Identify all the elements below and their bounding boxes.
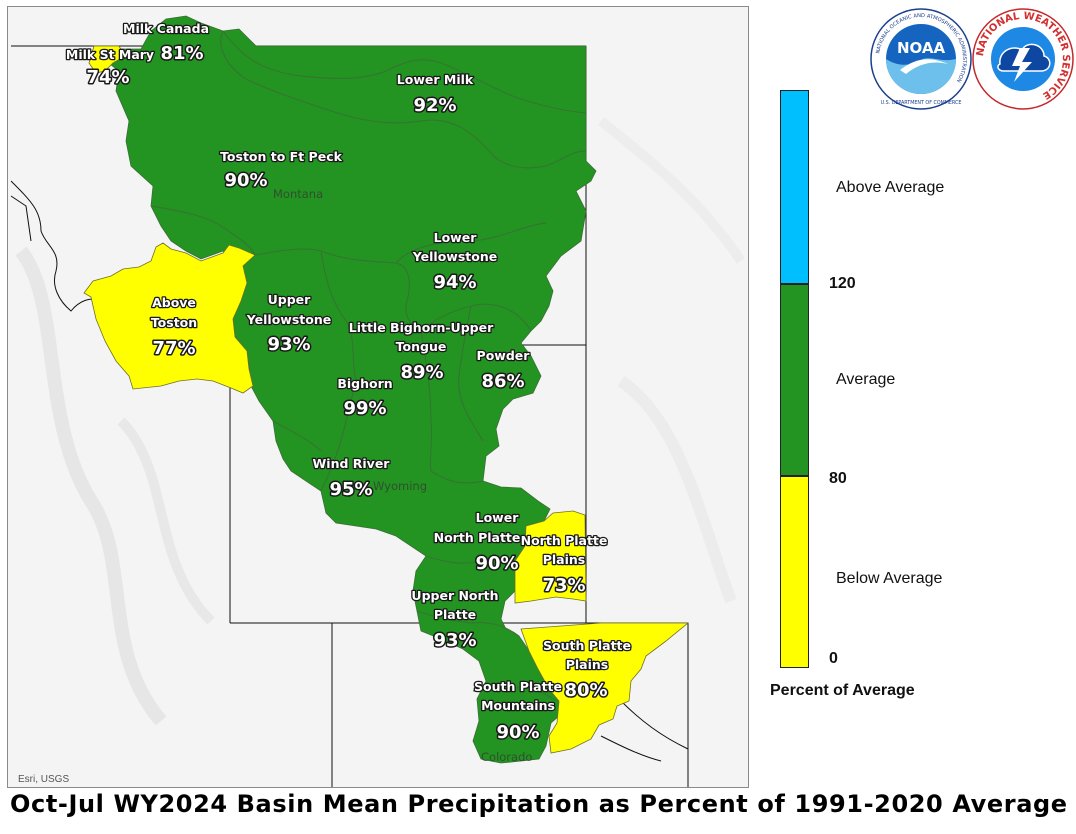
basin-name: Milk Canada	[123, 21, 209, 36]
basin-name-line2: Plains	[543, 552, 586, 567]
basin-percent: 93%	[267, 334, 310, 355]
map-frame[interactable]: Montana Wyoming Colorado Milk Canada 81%…	[7, 6, 749, 788]
basin-percent: 81%	[160, 43, 203, 64]
basin-name-line2: Toston	[151, 315, 197, 330]
label-toston-ft-peck: Toston to Ft Peck 90%	[219, 148, 344, 193]
label-south-platte-plains: South Platte Plains 80%	[542, 637, 633, 703]
basin-percent: 90%	[496, 722, 539, 743]
label-lower-north-platte: Lower North Platte 90%	[432, 509, 521, 576]
basin-percent: 95%	[329, 479, 372, 500]
label-wind-river: Wind River 95%	[311, 455, 391, 502]
basin-name: Upper	[268, 292, 312, 307]
page-title: Oct-Jul WY2024 Basin Mean Precipitation …	[10, 790, 1068, 818]
basin-name: Above	[152, 295, 196, 310]
basin-labels: Milk Canada 81% Milk St Mary 74% Lower M…	[65, 20, 633, 745]
basin-name-line2: Plains	[566, 657, 609, 672]
basin-name: Little Bighorn-Upper	[349, 320, 494, 335]
label-milk-canada: Milk Canada 81%	[122, 20, 211, 66]
basin-percent: 77%	[152, 338, 195, 359]
basin-name-line2: North Platte	[434, 530, 521, 545]
legend-swatch-below	[780, 476, 809, 668]
basin-percent: 89%	[400, 362, 443, 383]
basin-name: Lower	[476, 510, 520, 525]
basin-name: Lower	[434, 230, 478, 245]
basin-percent: 99%	[343, 398, 386, 419]
basin-percent: 92%	[413, 95, 456, 116]
label-bighorn: Bighorn 99%	[336, 375, 394, 421]
basin-polygons[interactable]	[83, 15, 690, 764]
colorado-kansas-line	[620, 700, 689, 750]
basin-name: Lower Milk	[397, 72, 474, 87]
state-label-wyoming: Wyoming	[373, 479, 427, 493]
legend-label-above: Above Average	[836, 179, 945, 196]
legend-tick-120: 120	[829, 275, 856, 292]
basin-name: Milk St Mary	[66, 47, 154, 62]
basin-percent: 73%	[542, 575, 585, 596]
basin-percent: 90%	[475, 553, 518, 574]
basin-north-platte-plains	[514, 510, 587, 604]
label-little-bighorn: Little Bighorn-Upper Tongue 89%	[347, 319, 495, 385]
basin-percent: 90%	[224, 170, 267, 191]
basin-percent: 94%	[433, 272, 476, 293]
basin-name-line2: Platte	[434, 607, 476, 622]
basin-name-line2: Yellowstone	[412, 249, 497, 264]
basin-name: South Platte	[543, 638, 631, 653]
label-north-platte-plains: North Platte Plains 73%	[519, 532, 608, 598]
colorado-river-line	[600, 735, 662, 762]
state-label-montana: Montana	[273, 187, 323, 201]
basin-percent: 93%	[433, 630, 476, 651]
basin-name-line2: Mountains	[481, 698, 555, 713]
terrain-shading	[15, 117, 746, 726]
basin-percent: 80%	[564, 680, 607, 701]
basin-name: Wind River	[313, 456, 391, 471]
label-lower-milk: Lower Milk 92%	[395, 71, 475, 118]
label-south-platte-mountains: South Platte Mountains 90%	[473, 678, 564, 745]
legend-swatch-above	[780, 90, 809, 284]
basin-name-line2: Yellowstone	[246, 312, 331, 327]
basin-name-line2: Tongue	[396, 339, 447, 354]
idaho-panhandle-line	[10, 195, 32, 242]
basin-percent: 86%	[481, 371, 524, 392]
nws-logo-icon: NATIONAL WEATHER SERVICE	[972, 8, 1074, 110]
legend-tick-0: 0	[829, 650, 838, 667]
basin-boundaries	[150, 30, 587, 702]
idaho-montana-border	[10, 180, 102, 312]
label-milk-st-mary: Milk St Mary 74%	[65, 46, 156, 90]
label-above-toston: Above Toston 77%	[150, 294, 199, 361]
basin-milk-st-mary	[88, 45, 126, 74]
state-label-colorado: Colorado	[481, 750, 532, 764]
legend-label-average: Average	[836, 371, 896, 388]
label-upper-yellowstone: Upper Yellowstone 93%	[244, 291, 332, 357]
basin-name: Upper North	[411, 588, 498, 603]
label-lower-yellowstone: Lower Yellowstone 94%	[410, 229, 498, 295]
basin-name: South Platte	[474, 679, 562, 694]
label-powder: Powder 86%	[475, 347, 531, 394]
basin-name: Bighorn	[337, 376, 392, 391]
legend-tick-80: 80	[829, 470, 847, 487]
legend-title: Percent of Average	[770, 682, 915, 699]
basin-south-platte-plains-east	[520, 622, 690, 754]
basin-name: Toston to Ft Peck	[220, 149, 343, 164]
map-attribution: Esri, USGS	[18, 774, 70, 785]
legend-label-below: Below Average	[836, 570, 943, 587]
basin-map[interactable]: Montana Wyoming Colorado Milk Canada 81%…	[8, 7, 749, 788]
noaa-wordmark: NOAA	[897, 39, 946, 57]
noaa-logo-icon: NOAA NATIONAL OCEANIC AND ATMOSPHERIC AD…	[870, 8, 972, 110]
label-upper-north-platte: Upper North Platte 93%	[410, 587, 500, 653]
noaa-bottom-text: U.S. DEPARTMENT OF COMMERCE	[881, 100, 962, 106]
basin-name: North Platte	[521, 533, 608, 548]
basin-name: Powder	[477, 348, 531, 363]
basin-percent: 74%	[86, 67, 129, 88]
legend-swatch-average	[780, 284, 809, 476]
basin-above-toston	[83, 242, 256, 394]
